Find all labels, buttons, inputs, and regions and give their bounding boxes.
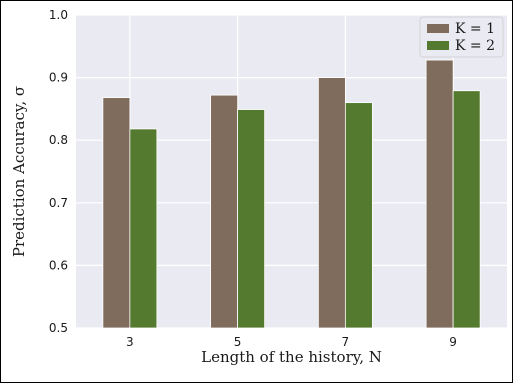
bar-k1-n3 — [102, 97, 131, 329]
y-tick-label: 0.8 — [49, 133, 68, 147]
x-tick-label: 7 — [342, 335, 350, 349]
bar-k1-n7 — [317, 77, 346, 329]
x-tick-label: 5 — [234, 335, 242, 349]
y-tick-label: 0.9 — [49, 71, 68, 85]
y-tick-label: 0.7 — [49, 196, 68, 210]
legend-label-k1: K = 1 — [455, 21, 495, 37]
bar-k2-n3 — [129, 128, 158, 329]
bar-k2-n7 — [344, 102, 373, 329]
x-tick-label: 3 — [126, 335, 134, 349]
y-axis-label: Prediction Accuracy, σ — [10, 86, 28, 257]
bar-k1-n9 — [425, 59, 454, 329]
bars — [102, 59, 481, 329]
bar-k2-n9 — [452, 90, 481, 329]
x-tick-labels: 3 5 7 9 — [126, 335, 457, 349]
bar-k2-n5 — [237, 109, 266, 329]
bar-k1-n5 — [210, 94, 239, 329]
legend: K = 1 K = 2 — [419, 16, 504, 58]
x-axis-label: Length of the history, N — [201, 348, 382, 366]
x-tick-label: 9 — [449, 335, 457, 349]
legend-swatch-k2 — [427, 41, 449, 50]
y-tick-labels: 0.5 0.6 0.7 0.8 0.9 1.0 — [49, 8, 68, 335]
y-tick-label: 1.0 — [49, 8, 68, 22]
y-tick-label: 0.5 — [49, 321, 68, 335]
y-tick-label: 0.6 — [49, 258, 68, 272]
legend-swatch-k1 — [427, 24, 449, 33]
legend-label-k2: K = 2 — [455, 38, 495, 54]
